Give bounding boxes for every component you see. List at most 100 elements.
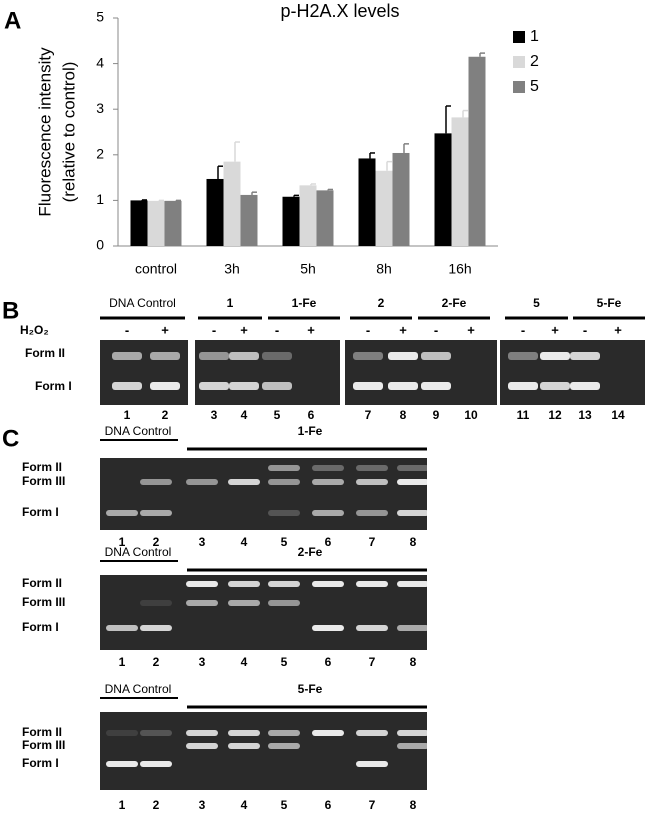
band [186, 743, 218, 749]
bar [434, 133, 452, 246]
form-label: Form III [22, 474, 65, 488]
band [570, 382, 600, 390]
treatment-sign: - [125, 322, 129, 337]
band [268, 510, 300, 516]
band [268, 581, 300, 587]
lane-number: 11 [517, 408, 530, 422]
lane-number: 8 [410, 798, 417, 812]
band [140, 730, 172, 736]
y-axis-label: (relative to control) [59, 62, 78, 203]
x-tick-label: 16h [448, 261, 471, 277]
y-axis-label: Fluorescence intensity [35, 47, 54, 217]
band [356, 510, 388, 516]
form-label: Form II [22, 725, 62, 739]
band [397, 479, 429, 485]
band [312, 479, 344, 485]
band [112, 382, 142, 390]
treatment-sign: + [240, 322, 248, 337]
chart-title: p-H2A.X levels [280, 1, 399, 21]
x-tick-label: 3h [224, 261, 240, 277]
group-label: DNA Control [109, 296, 176, 310]
y-tick-label: 4 [96, 54, 104, 70]
form-label: Form I [22, 505, 59, 519]
band [397, 730, 429, 736]
band [140, 510, 172, 516]
band [228, 743, 260, 749]
band [508, 382, 538, 390]
lane-number: 3 [211, 408, 218, 422]
bar [130, 200, 148, 246]
lane-number: 2 [153, 655, 160, 669]
band [140, 761, 172, 767]
lane-number: 8 [400, 408, 407, 422]
lane-number: 5 [281, 655, 288, 669]
lane-number: 4 [241, 535, 248, 549]
treatment-sign: - [583, 322, 587, 337]
treatment-sign: - [366, 322, 370, 337]
lane-number: 5 [274, 408, 281, 422]
band [262, 382, 292, 390]
band [150, 352, 180, 360]
legend-swatch [513, 56, 525, 68]
treatment-sign: - [521, 322, 525, 337]
treatment-sign: + [161, 322, 169, 337]
band [268, 743, 300, 749]
bar [451, 117, 469, 247]
gel-image [100, 575, 427, 650]
lane-number: 6 [308, 408, 315, 422]
lane-number: 5 [281, 535, 288, 549]
band [268, 479, 300, 485]
band [312, 625, 344, 631]
control-label: DNA Control [105, 545, 172, 559]
lane-number: 7 [369, 535, 376, 549]
lane-number: 1 [124, 408, 131, 422]
band [397, 625, 429, 631]
band [268, 600, 300, 606]
lane-number: 2 [153, 798, 160, 812]
legend-swatch [513, 81, 525, 93]
band [140, 600, 172, 606]
form-label: Form II [22, 576, 62, 590]
band [397, 743, 429, 749]
band [312, 581, 344, 587]
panel-label: A [4, 7, 21, 34]
band [356, 625, 388, 631]
control-label: DNA Control [105, 424, 172, 438]
band [186, 479, 218, 485]
band [312, 510, 344, 516]
band [540, 382, 570, 390]
band [106, 625, 138, 631]
band [508, 352, 538, 360]
band [186, 730, 218, 736]
band [150, 382, 180, 390]
bar [375, 170, 393, 246]
band [199, 352, 229, 360]
band [397, 581, 429, 587]
group-label: 5 [533, 296, 540, 310]
lane-number: 6 [325, 798, 332, 812]
lane-number: 5 [281, 798, 288, 812]
group-label: 1-Fe [292, 296, 317, 310]
lane-number: 3 [199, 535, 206, 549]
bar [316, 190, 334, 246]
lane-number: 8 [410, 535, 417, 549]
band [199, 382, 229, 390]
lane-number: 1 [119, 535, 126, 549]
legend-label: 5 [530, 78, 539, 95]
band [268, 730, 300, 736]
lane-number: 7 [369, 655, 376, 669]
lane-number: 1 [119, 798, 126, 812]
gel-image [100, 458, 427, 530]
band [229, 352, 259, 360]
gel-image [345, 340, 497, 405]
treatment-sign: + [614, 322, 622, 337]
band [356, 730, 388, 736]
bar [223, 161, 241, 246]
lane-number: 9 [433, 408, 440, 422]
legend-label: 2 [530, 53, 539, 70]
bar [147, 200, 165, 246]
band [353, 382, 383, 390]
band [356, 465, 388, 471]
